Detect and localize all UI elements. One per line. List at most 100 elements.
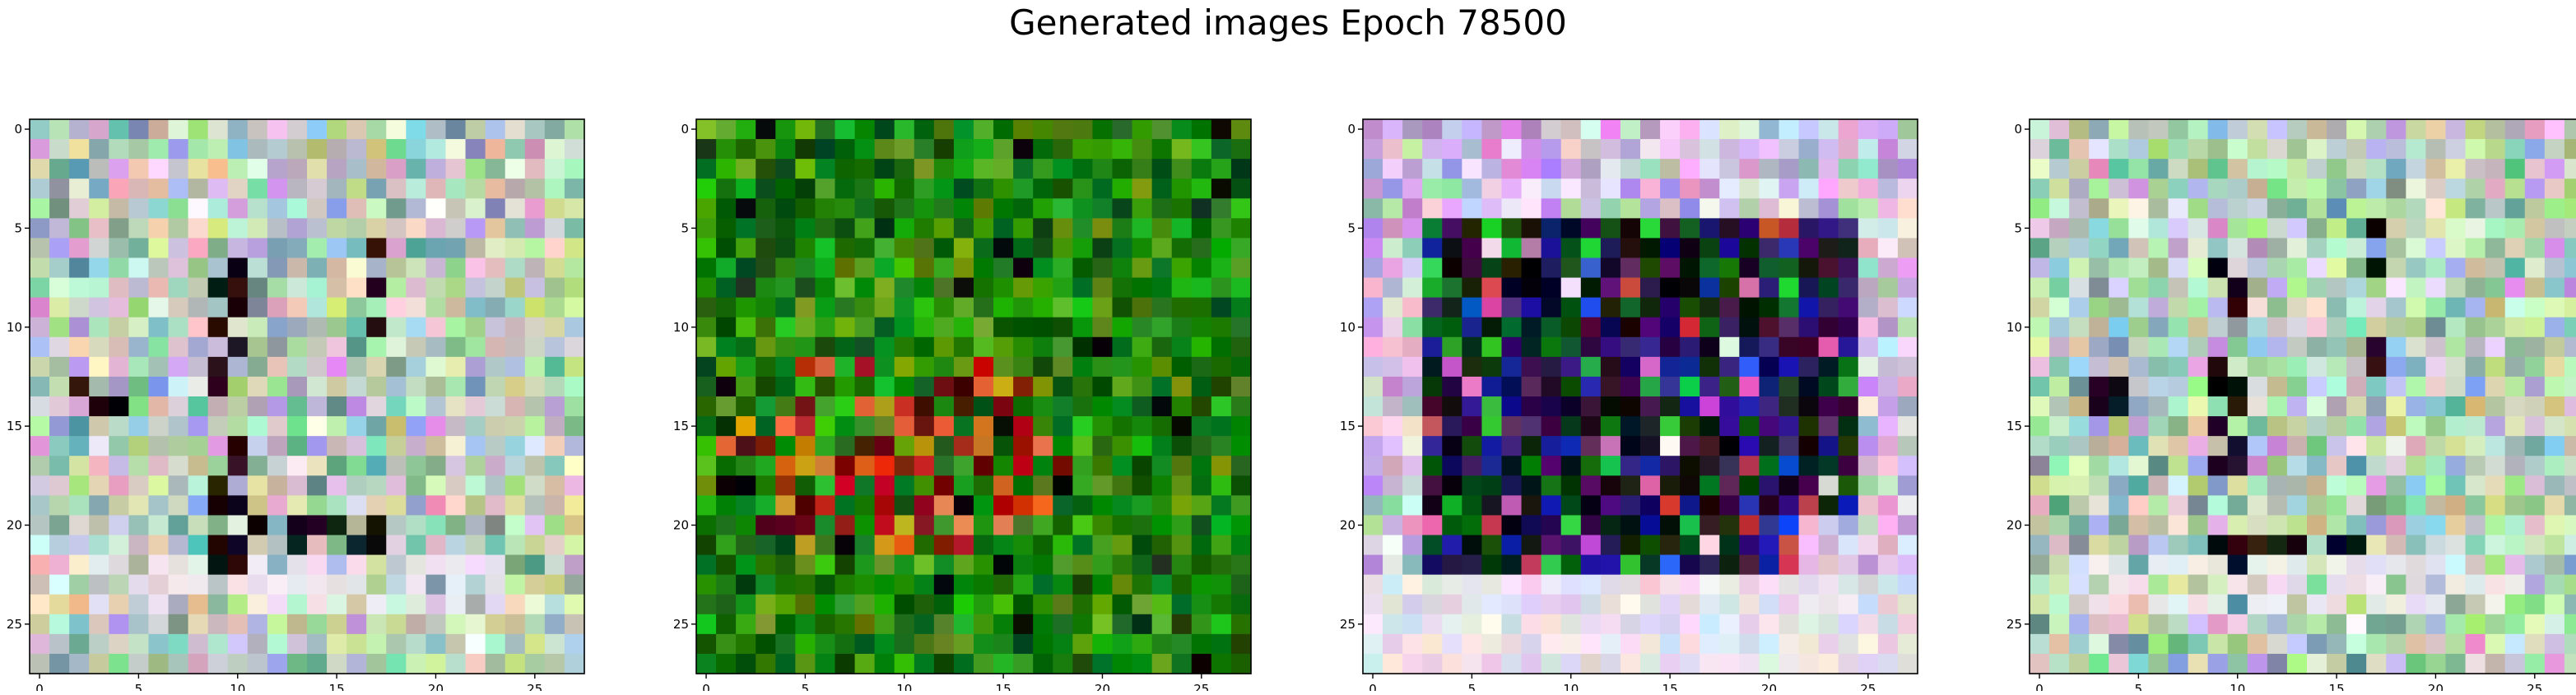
pixel-cell xyxy=(286,574,308,595)
pixel-cell xyxy=(505,119,526,140)
pixel-cell xyxy=(1033,238,1053,259)
pixel-cell xyxy=(2089,614,2109,635)
pixel-cell xyxy=(1211,614,1232,635)
pixel-cell xyxy=(366,119,387,140)
pixel-cell xyxy=(756,475,776,496)
pixel-cell xyxy=(485,436,506,456)
pixel-cell xyxy=(1541,257,1562,279)
pixel-cell xyxy=(993,376,1014,397)
pixel-cell xyxy=(716,356,737,378)
x-tick-label: 5 xyxy=(2135,682,2143,691)
pixel-cell xyxy=(2406,257,2427,279)
pixel-cell xyxy=(1858,238,1879,259)
pixel-cell xyxy=(974,198,994,219)
pixel-cell xyxy=(128,356,150,378)
pixel-cell xyxy=(2188,317,2209,338)
pixel-cell xyxy=(2406,376,2427,397)
pixel-cell xyxy=(247,653,268,674)
pixel-cell xyxy=(1481,396,1503,417)
pixel-cell xyxy=(2366,218,2387,239)
pixel-cell xyxy=(795,574,816,595)
pixel-cell xyxy=(49,416,70,437)
pixel-cell xyxy=(544,574,565,595)
pixel-cell xyxy=(69,277,90,299)
pixel-cell xyxy=(874,554,895,576)
pixel-cell xyxy=(109,376,129,397)
pixel-cell xyxy=(2327,554,2347,576)
pixel-cell xyxy=(775,574,796,595)
pixel-cell xyxy=(1560,515,1582,536)
pixel-cell xyxy=(1072,554,1094,576)
pixel-cell xyxy=(2049,238,2070,259)
pixel-cell xyxy=(1072,376,1094,397)
pixel-cell xyxy=(933,277,955,299)
pixel-cell xyxy=(1442,139,1462,160)
pixel-cell xyxy=(109,159,129,179)
pixel-cell xyxy=(2247,159,2268,179)
pixel-cell xyxy=(1640,257,1661,279)
pixel-cell xyxy=(1660,515,1681,536)
pixel-cell xyxy=(2564,653,2576,674)
pixel-cell xyxy=(485,277,506,299)
pixel-cell xyxy=(524,535,546,556)
pixel-cell xyxy=(128,436,150,456)
pixel-cell xyxy=(1560,554,1582,576)
pixel-cell xyxy=(1191,257,1212,279)
pixel-cell xyxy=(1442,356,1462,378)
pixel-cell xyxy=(366,356,387,378)
y-tick-label: 15 xyxy=(7,419,22,433)
pixel-cell xyxy=(2267,614,2288,635)
pixel-cell xyxy=(148,475,170,496)
pixel-cell xyxy=(1013,218,1034,239)
pixel-cell xyxy=(148,535,170,556)
pixel-cell xyxy=(2485,198,2506,219)
pixel-cell xyxy=(2425,396,2447,417)
pixel-cell xyxy=(49,396,70,417)
pixel-cell xyxy=(286,336,308,358)
pixel-cell xyxy=(1363,218,1383,239)
pixel-cell xyxy=(445,297,467,318)
pixel-cell xyxy=(1191,277,1212,299)
pixel-cell xyxy=(2524,614,2546,635)
pixel-cell xyxy=(974,475,994,496)
pixel-cell xyxy=(1363,376,1383,397)
pixel-cell xyxy=(1402,653,1423,674)
pixel-cell xyxy=(1600,456,1621,476)
pixel-cell xyxy=(1171,336,1193,358)
pixel-cell xyxy=(2406,178,2427,199)
pixel-cell xyxy=(874,178,895,199)
pixel-cell xyxy=(2030,277,2050,299)
pixel-cell xyxy=(1383,218,1403,239)
pixel-cell xyxy=(564,594,585,615)
pixel-cell xyxy=(1501,515,1523,536)
pixel-cell xyxy=(1600,376,1621,397)
pixel-cell xyxy=(1013,614,1034,635)
pixel-cell xyxy=(49,495,70,517)
pixel-cell xyxy=(2504,356,2526,378)
pixel-cell xyxy=(1171,277,1193,299)
pixel-cell xyxy=(2485,436,2506,456)
pixel-cell xyxy=(736,535,756,556)
pixel-cell xyxy=(1383,614,1403,635)
pixel-cell xyxy=(1660,356,1681,378)
pixel-cell xyxy=(1779,336,1800,358)
pixel-cell xyxy=(1600,554,1621,576)
pixel-cell xyxy=(2089,178,2109,199)
pixel-cell xyxy=(815,416,836,437)
pixel-cell xyxy=(69,456,90,476)
pixel-cell xyxy=(227,515,249,536)
pixel-cell xyxy=(1383,495,1403,517)
pixel-cell xyxy=(2030,633,2050,655)
pixel-cell xyxy=(815,475,836,496)
pixel-cell xyxy=(1053,238,1073,259)
pixel-cell xyxy=(2148,614,2169,635)
pixel-cell xyxy=(1053,277,1073,299)
pixel-cell xyxy=(1112,277,1133,299)
pixel-cell xyxy=(207,475,229,496)
pixel-cell xyxy=(128,456,150,476)
pixel-cell xyxy=(2485,614,2506,635)
pixel-cell xyxy=(207,436,229,456)
pixel-cell xyxy=(933,119,955,140)
pixel-cell xyxy=(227,317,249,338)
pixel-cell xyxy=(1640,475,1661,496)
